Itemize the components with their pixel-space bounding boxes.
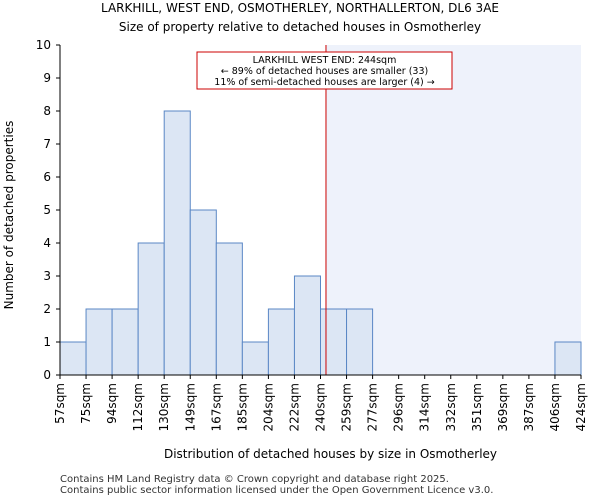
x-tick-label: 240sqm (314, 383, 328, 431)
x-tick-label: 277sqm (366, 383, 380, 431)
x-tick-label: 149sqm (183, 383, 197, 431)
x-tick-label: 424sqm (574, 383, 588, 431)
bar (346, 308, 374, 376)
x-tick-label: 57sqm (53, 383, 67, 424)
annotation-line: 11% of semi-detached houses are larger (… (214, 77, 434, 88)
x-axis-title: Distribution of detached houses by size … (164, 447, 497, 461)
x-tick-label: 112sqm (131, 383, 145, 431)
bar (267, 308, 295, 376)
y-tick-label: 0 (43, 368, 51, 382)
x-tick-label: 406sqm (548, 383, 562, 431)
bar (189, 209, 217, 376)
x-tick-label: 387sqm (522, 383, 536, 431)
annotation-box (196, 51, 453, 90)
bar (554, 341, 582, 376)
y-tick-label: 2 (43, 302, 51, 316)
y-tick-label: 4 (43, 236, 51, 250)
x-tick-label: 94sqm (105, 383, 119, 424)
x-tick-label: 369sqm (496, 383, 510, 431)
y-tick-label: 5 (43, 203, 51, 217)
annotation-line: ← 89% of detached houses are smaller (33… (221, 66, 428, 77)
footer-licence: Contains public sector information licen… (60, 485, 494, 496)
chart-subtitle: Size of property relative to detached ho… (118, 20, 482, 34)
x-tick-label: 204sqm (261, 383, 275, 431)
bar (293, 275, 322, 376)
bar (320, 308, 348, 376)
x-tick-label: 130sqm (157, 383, 171, 431)
bar (241, 341, 269, 376)
x-tick-label: 314sqm (418, 383, 432, 431)
x-tick-label: 185sqm (235, 383, 249, 431)
y-tick-label: 10 (36, 38, 51, 52)
bar (85, 308, 113, 376)
bar (59, 341, 87, 376)
x-tick-label: 259sqm (340, 383, 354, 431)
x-tick-label: 332sqm (444, 383, 458, 431)
bar (163, 110, 191, 376)
bar (215, 242, 243, 376)
x-tick-label: 351sqm (470, 383, 484, 431)
y-tick-label: 1 (43, 335, 51, 349)
chart-title: LARKHILL, WEST END, OSMOTHERLEY, NORTHAL… (101, 1, 499, 15)
x-tick-label: 296sqm (392, 383, 406, 431)
y-tick-label: 3 (43, 269, 51, 283)
footer-copyright: Contains HM Land Registry data © Crown c… (60, 474, 449, 485)
y-tick-label: 6 (43, 170, 51, 184)
y-axis-title: Number of detached properties (2, 121, 16, 310)
y-tick-label: 9 (43, 71, 51, 85)
annotation-line: LARKHILL WEST END: 244sqm (253, 55, 397, 66)
x-tick-label: 222sqm (287, 383, 301, 431)
y-tick-label: 7 (43, 137, 51, 151)
x-tick-label: 167sqm (209, 383, 223, 431)
x-tick-label: 75sqm (79, 383, 93, 424)
y-tick-label: 8 (43, 104, 51, 118)
bar (137, 242, 165, 376)
bar (111, 308, 139, 376)
